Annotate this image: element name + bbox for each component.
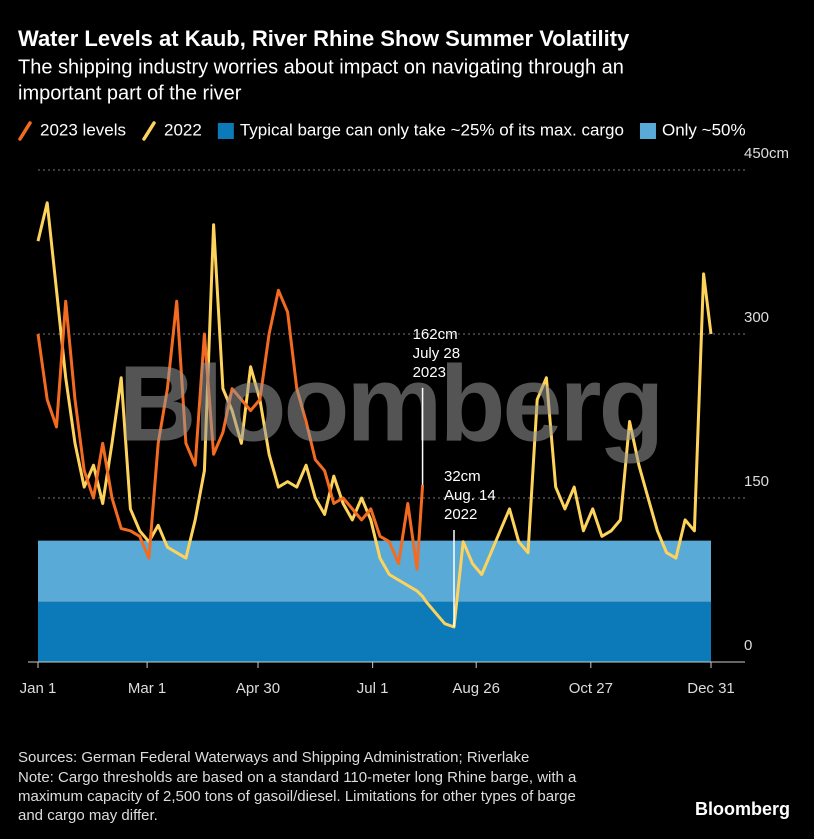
annotation-text: 162cm — [413, 326, 458, 343]
x-tick-label: Jul 1 — [357, 680, 389, 697]
source: Sources: German Federal Waterways and Sh… — [18, 749, 529, 766]
series-line — [36, 288, 425, 571]
x-tick-label: Aug 26 — [452, 680, 500, 697]
note: and cargo may differ. — [18, 807, 158, 824]
x-tick-label: Dec 31 — [687, 680, 735, 697]
chart-subtitle: important part of the river — [18, 82, 242, 104]
y-tick-label: 450cm — [744, 145, 789, 162]
legend-swatch — [639, 123, 656, 139]
legend-swatch — [142, 121, 156, 141]
note: Note: Cargo thresholds are based on a st… — [18, 769, 577, 786]
legend-label: Only ~50% — [662, 120, 746, 139]
chart-subtitle: The shipping industry worries about impa… — [18, 56, 624, 78]
y-tick-label: 300 — [744, 309, 769, 326]
threshold-band — [38, 601, 711, 662]
note: maximum capacity of 2,500 tons of gasoil… — [18, 788, 576, 805]
annotation-text: July 28 — [413, 345, 461, 362]
annotation-text: Aug. 14 — [444, 487, 496, 504]
x-tick-label: Apr 30 — [236, 680, 280, 697]
x-tick-label: Jan 1 — [20, 680, 57, 697]
threshold-band — [38, 540, 711, 602]
annotation-text: 2023 — [413, 364, 446, 381]
annotation-text: 2022 — [444, 506, 477, 523]
legend-label: 2023 levels — [40, 120, 126, 139]
x-tick-label: Oct 27 — [569, 680, 613, 697]
y-tick-label: 0 — [744, 637, 752, 654]
x-tick-label: Mar 1 — [128, 680, 166, 697]
brand: Bloomberg — [695, 799, 790, 819]
annotation-text: 32cm — [444, 468, 481, 485]
legend-swatch — [217, 123, 234, 139]
legend-label: Typical barge can only take ~25% of its … — [240, 120, 624, 139]
watermark: Bloomberg — [118, 343, 661, 464]
y-tick-label: 150 — [744, 473, 769, 490]
chart-title: Water Levels at Kaub, River Rhine Show S… — [18, 26, 630, 51]
legend-label: 2022 — [164, 120, 202, 139]
legend-swatch — [18, 121, 32, 141]
